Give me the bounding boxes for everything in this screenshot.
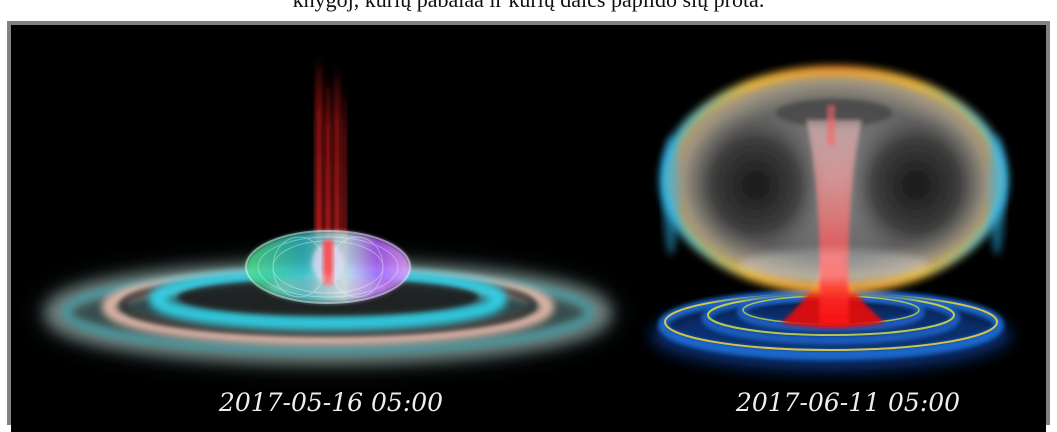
render-illustration bbox=[43, 55, 1011, 371]
left-timestamp: 2017-05-16 05:00 bbox=[218, 388, 444, 417]
top-caption-text: knygoj, kurių pabaiaa ir kurių dalčs pap… bbox=[0, 0, 1057, 13]
left-render bbox=[43, 55, 613, 362]
right-render bbox=[651, 65, 1011, 371]
right-timestamp: 2017-06-11 05:00 bbox=[735, 388, 961, 417]
image-scene: 2017-05-16 05:00 2017-06-11 05:00 bbox=[11, 25, 1046, 432]
